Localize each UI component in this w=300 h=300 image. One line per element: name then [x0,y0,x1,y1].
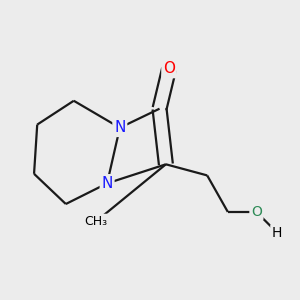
Text: CH₃: CH₃ [84,215,108,228]
Text: O: O [251,205,262,219]
Text: N: N [114,120,125,135]
Text: N: N [101,176,113,191]
Text: H: H [272,226,282,240]
Text: O: O [163,61,175,76]
